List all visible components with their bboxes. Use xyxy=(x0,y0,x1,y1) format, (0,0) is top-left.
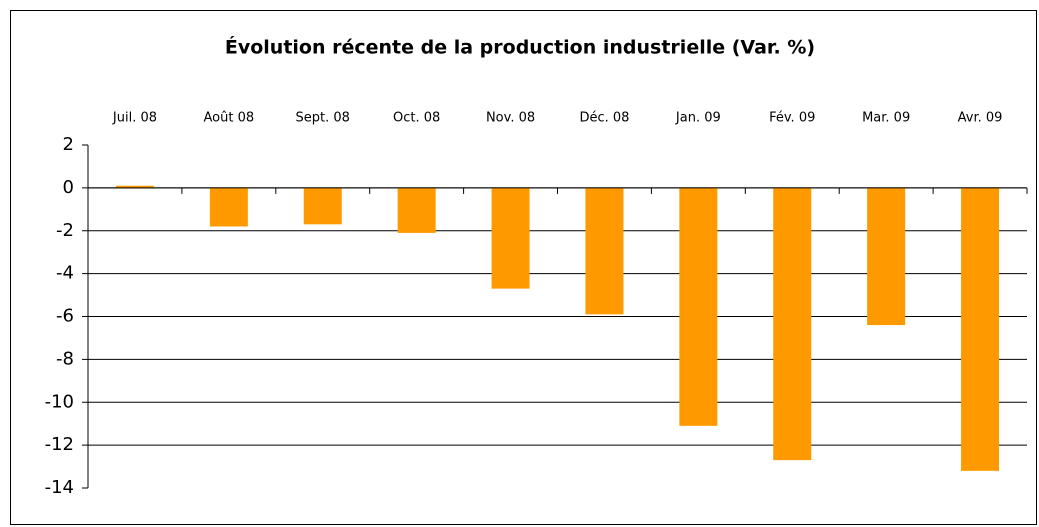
y-tick-label: -2 xyxy=(56,220,74,241)
x-tick-label: Fév. 09 xyxy=(769,111,815,126)
bar xyxy=(303,187,342,225)
x-tick-label: Jan. 09 xyxy=(675,111,721,126)
bar xyxy=(397,187,436,233)
x-tick-label: Oct. 08 xyxy=(393,111,440,126)
bar xyxy=(961,187,1000,471)
y-tick-label: -6 xyxy=(56,306,74,327)
y-tick-label: -8 xyxy=(56,348,74,369)
x-tick-label: Août 08 xyxy=(204,111,255,126)
x-tick-label: Déc. 08 xyxy=(579,111,629,126)
bar xyxy=(115,185,154,188)
bar xyxy=(867,187,906,326)
y-tick-label: -4 xyxy=(56,263,74,284)
y-tick-label: -14 xyxy=(45,477,74,498)
y-tick-label: 2 xyxy=(63,134,74,155)
bar xyxy=(679,187,718,426)
x-tick-label: Juil. 08 xyxy=(112,111,157,126)
y-tick-label: -12 xyxy=(45,434,74,455)
x-tick-label: Nov. 08 xyxy=(486,111,535,126)
x-tick-label: Mar. 09 xyxy=(862,111,910,126)
bar xyxy=(491,187,530,289)
chart-title: Évolution récente de la production indus… xyxy=(225,36,815,59)
y-tick-label: -10 xyxy=(45,391,74,412)
x-tick-label: Avr. 09 xyxy=(958,111,1003,126)
bar xyxy=(773,187,812,461)
bar xyxy=(585,187,624,315)
x-tick-label: Sept. 08 xyxy=(296,111,350,126)
y-tick-label: 0 xyxy=(63,177,74,198)
bar xyxy=(209,187,248,227)
